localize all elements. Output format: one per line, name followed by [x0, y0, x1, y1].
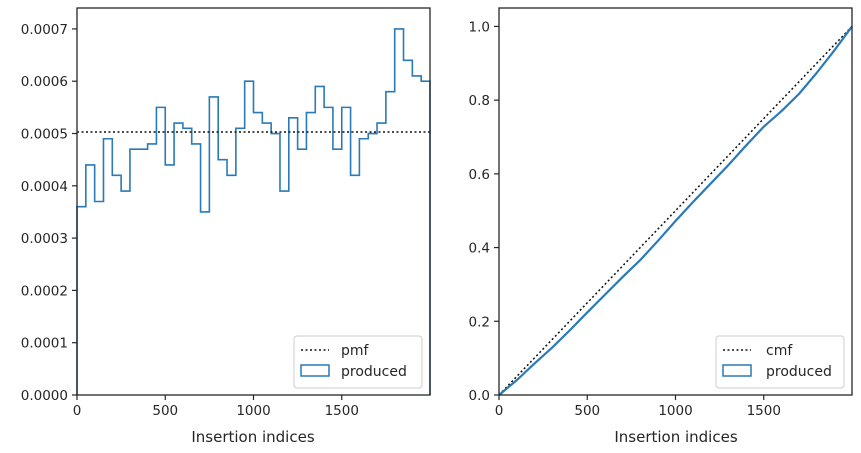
pmf-y-tick-label: 0.0005	[21, 127, 68, 143]
cmf-y-tick-label: 0.4	[469, 241, 490, 257]
pmf-x-tick-label: 1000	[236, 403, 270, 419]
pmf-legend-box	[293, 335, 423, 389]
pmf-y-tick-label: 0.0006	[21, 74, 68, 90]
pmf-legend-swatch-produced	[300, 364, 330, 377]
pmf-x-tick-label: 500	[152, 403, 178, 419]
pmf-legend-label-produced: produced	[341, 364, 407, 380]
cmf-legend-box	[715, 335, 845, 389]
pmf-panel: 0 500 1000 1500 0.0000 0.0001 0.0002 0.0003 0.00…	[21, 7, 431, 446]
pmf-x-tick-label: 0	[73, 403, 82, 419]
cmf-x-tick-label: 0	[495, 403, 504, 419]
cmf-y-tick-label: 0.6	[469, 167, 490, 183]
pmf-y-tick-label: 0.0003	[21, 231, 68, 247]
cmf-panel: 0 500 1000 1500 0.0 0.2 0.4 0.6 0.8 1.0 Insertion…	[469, 7, 853, 446]
cmf-legend-label-produced: produced	[766, 364, 832, 380]
pmf-legend: pmf produced	[293, 335, 423, 389]
cmf-y-tick-label: 0.0	[469, 388, 490, 404]
pmf-y-tick-label: 0.0002	[21, 283, 68, 299]
cmf-produced-line	[498, 25, 853, 396]
cmf-x-tick-label: 1500	[747, 403, 781, 419]
pmf-y-tick-label: 0.0000	[21, 388, 68, 404]
cmf-legend-label-cmf: cmf	[766, 343, 793, 359]
pmf-y-tick-label: 0.0004	[21, 179, 68, 195]
cmf-x-tick-label: 500	[574, 403, 600, 419]
pmf-y-tick-label: 0.0007	[21, 22, 68, 38]
pmf-x-tick-label: 1500	[325, 403, 359, 419]
cmf-legend: cmf produced	[715, 335, 845, 389]
pmf-x-axis-label: Insertion indices	[191, 428, 314, 446]
cmf-y-tick-label: 1.0	[469, 19, 490, 35]
cmf-legend-swatch-produced	[722, 364, 752, 377]
cmf-x-tick-label: 1000	[658, 403, 692, 419]
cmf-y-tick-label: 0.8	[469, 93, 490, 109]
pmf-produced-histogram	[76, 28, 431, 395]
cmf-y-tick-label: 0.2	[469, 314, 490, 330]
pmf-y-tick-label: 0.0001	[21, 336, 68, 352]
pmf-legend-label-pmf: pmf	[341, 343, 370, 359]
cmf-x-axis-label: Insertion indices	[614, 428, 737, 446]
